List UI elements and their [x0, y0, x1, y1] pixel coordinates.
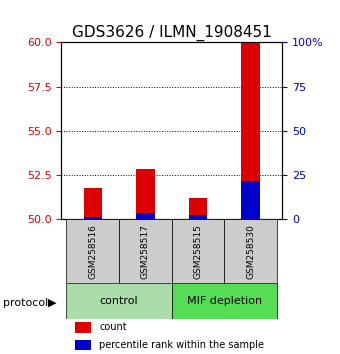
FancyBboxPatch shape — [66, 283, 172, 319]
Text: GSM258517: GSM258517 — [141, 224, 150, 279]
Bar — [241, 181, 260, 219]
FancyBboxPatch shape — [224, 219, 277, 283]
FancyBboxPatch shape — [172, 283, 277, 319]
Text: MIF depletion: MIF depletion — [187, 296, 262, 306]
Text: GSM258515: GSM258515 — [193, 224, 203, 279]
Text: count: count — [99, 322, 127, 332]
Bar — [75, 322, 91, 333]
Text: control: control — [100, 296, 138, 306]
Text: protocol: protocol — [3, 298, 49, 308]
Bar — [136, 213, 155, 219]
Bar — [84, 188, 102, 219]
Bar — [241, 42, 260, 219]
Bar — [189, 198, 207, 219]
FancyBboxPatch shape — [119, 219, 172, 283]
FancyBboxPatch shape — [172, 219, 224, 283]
Text: GSM258516: GSM258516 — [88, 224, 97, 279]
Text: ▶: ▶ — [49, 298, 57, 308]
Bar — [189, 215, 207, 219]
Bar — [84, 217, 102, 219]
Bar — [75, 340, 91, 350]
Text: GSM258530: GSM258530 — [246, 224, 255, 279]
Text: percentile rank within the sample: percentile rank within the sample — [99, 340, 264, 350]
Title: GDS3626 / ILMN_1908451: GDS3626 / ILMN_1908451 — [72, 25, 272, 41]
Bar — [136, 169, 155, 219]
FancyBboxPatch shape — [66, 219, 119, 283]
